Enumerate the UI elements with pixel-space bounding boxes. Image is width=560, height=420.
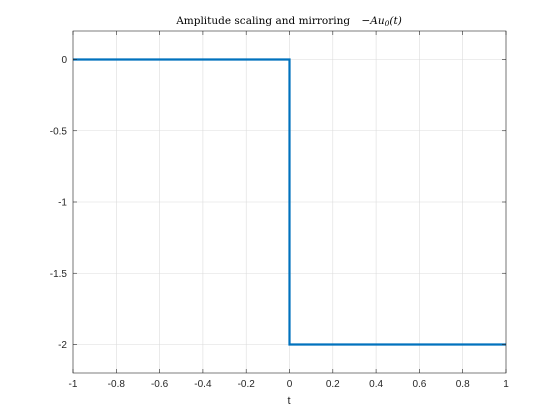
x-tick-label: 0 <box>287 379 293 390</box>
x-tick-label: 0.2 <box>326 379 340 390</box>
x-tick-label: -0.4 <box>194 379 212 390</box>
series-layer <box>73 58 506 346</box>
y-tick-labels: 0 -0.5 -1 -1.5 -2 <box>50 55 68 351</box>
x-tick-labels: -1 -0.8 -0.6 -0.4 -0.2 0 0.2 0.4 0.6 0.8 1 <box>69 379 510 390</box>
x-tick-label: -0.6 <box>151 379 169 390</box>
x-tick-label: 1 <box>503 379 509 390</box>
y-tick-label: 0 <box>61 55 67 66</box>
y-tick-label: -0.5 <box>50 126 68 137</box>
x-tick-label: -0.8 <box>108 379 126 390</box>
x-tick-label: -1 <box>69 379 78 390</box>
chart-title-math-suffix: (t) <box>389 15 401 27</box>
y-tick-label: -1.5 <box>50 269 68 280</box>
x-tick-label: 0.6 <box>412 379 426 390</box>
x-ticks <box>72 31 507 373</box>
x-axis-label: t <box>287 395 290 407</box>
y-ticks <box>73 59 506 345</box>
x-tick-label: 0.8 <box>456 379 470 390</box>
chart-title-text: Amplitude scaling and mirroring <box>175 15 350 27</box>
x-tick-label: 0.4 <box>369 379 383 390</box>
y-tick-label: -1 <box>58 198 67 209</box>
x-tick-label: -0.2 <box>238 379 256 390</box>
y-tick-label: -2 <box>58 340 67 351</box>
series-line <box>73 58 506 346</box>
chart-title-subscript: 0 <box>385 19 390 28</box>
chart-title-math: −Au <box>361 15 384 27</box>
chart-title: Amplitude scaling and mirroring −Au0(t) <box>175 15 402 28</box>
